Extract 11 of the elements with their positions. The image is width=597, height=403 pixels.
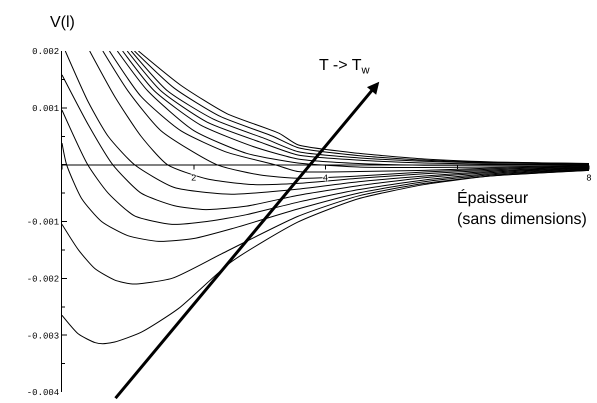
y-tick-label: -0.003 <box>26 331 60 342</box>
y-tick-label: -0.001 <box>26 218 60 228</box>
y-tick-label: 0.001 <box>32 104 60 114</box>
x-tick-label: 8 <box>586 173 592 184</box>
x-tick-label: 2 <box>191 173 196 184</box>
y-tick-label: 0.002 <box>32 47 60 58</box>
x-axis-title: Épaisseur (sans dimensions) <box>457 189 587 228</box>
y-axis-title: V(l) <box>50 14 75 31</box>
annotation: T -> T$_{w}$ <box>319 57 371 76</box>
y-tick-label: -0.002 <box>26 274 60 284</box>
y-tick-label: -0.004 <box>26 388 60 398</box>
